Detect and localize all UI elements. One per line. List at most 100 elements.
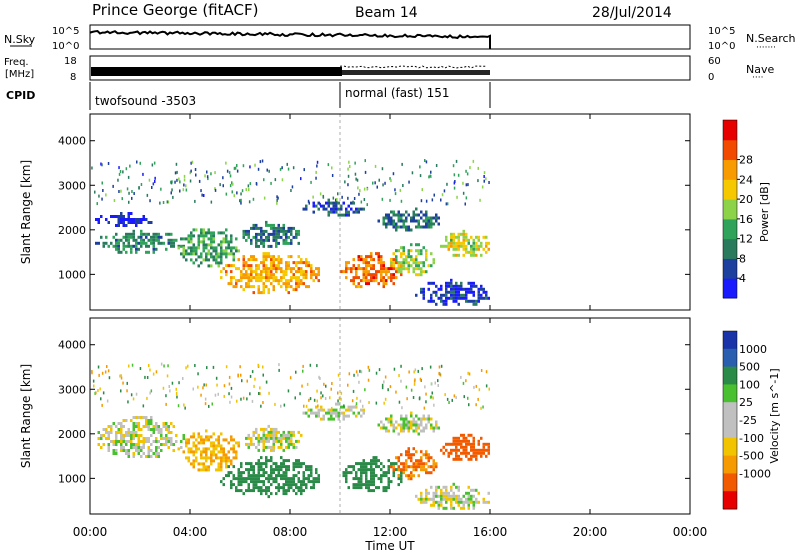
power-echo-cell xyxy=(285,279,288,283)
power-echo-cell xyxy=(125,250,128,254)
power-echo-cell xyxy=(280,267,283,271)
power-echo-cell xyxy=(382,219,385,223)
velocity-echo-cell xyxy=(132,431,135,434)
power-echo-cell xyxy=(235,285,238,289)
power-echo-cell xyxy=(247,285,250,289)
power-echo-cell xyxy=(250,276,253,280)
power-echo-cell xyxy=(421,188,423,192)
velocity-echo-cell xyxy=(93,384,95,388)
power-echo-cell xyxy=(402,252,405,256)
power-echo-cell xyxy=(367,270,370,274)
power-echo-cell xyxy=(122,170,124,174)
velocity-echo-cell xyxy=(262,468,265,472)
power-echo-cell xyxy=(417,243,420,247)
velocity-echo-cell xyxy=(252,480,255,484)
power-echo-cell xyxy=(305,258,308,262)
velocity-echo-cell xyxy=(120,389,122,393)
power-echo-cell xyxy=(222,176,224,180)
velocity-echo-cell xyxy=(287,430,290,434)
velocity-echo-cell xyxy=(327,411,330,415)
velocity-echo-cell xyxy=(147,452,150,455)
power-echo-cell xyxy=(417,219,420,223)
power-echo-cell xyxy=(417,252,420,256)
velocity-echo-cell xyxy=(215,447,218,451)
velocity-echo-cell xyxy=(485,442,488,446)
velocity-echo-cell xyxy=(432,465,435,469)
velocity-echo-cell xyxy=(205,468,208,472)
velocity-echo-cell xyxy=(260,462,263,466)
power-echo-cell xyxy=(312,273,315,277)
power-echo-cell xyxy=(457,302,460,306)
velocity-colorbar-segment xyxy=(723,384,737,403)
power-echo-cell xyxy=(270,255,273,259)
power-echo-cell xyxy=(255,232,258,236)
power-echo-cell xyxy=(125,167,128,171)
velocity-echo-cell xyxy=(360,480,363,484)
velocity-echo-cell xyxy=(122,446,125,449)
velocity-echo-cell xyxy=(172,443,175,446)
velocity-echo-cell xyxy=(407,465,410,469)
velocity-echo-cell xyxy=(405,453,408,457)
velocity-echo-cell xyxy=(257,363,259,367)
velocity-echo-cell xyxy=(290,433,293,437)
power-echo-cell xyxy=(380,276,383,280)
velocity-echo-cell xyxy=(247,489,250,493)
power-echo-cell xyxy=(195,173,197,177)
velocity-echo-cell xyxy=(283,403,286,407)
power-echo-cell xyxy=(212,237,215,241)
power-echo-cell xyxy=(287,241,290,245)
velocity-echo-cell xyxy=(237,483,240,487)
power-echo-cell xyxy=(117,218,120,221)
power-echo-cell xyxy=(262,238,265,242)
velocity-echo-cell xyxy=(472,439,475,443)
power-echo-cell xyxy=(352,264,355,268)
velocity-echo-cell xyxy=(460,506,463,510)
velocity-echo-cell xyxy=(227,441,230,445)
power-echo-cell xyxy=(212,255,215,259)
power-echo-cell xyxy=(302,273,305,277)
velocity-colorbar-segment xyxy=(723,402,737,421)
velocity-echo-cell xyxy=(202,462,205,466)
velocity-echo-cell xyxy=(397,423,400,427)
velocity-echo-cell xyxy=(194,364,196,367)
power-echo-cell xyxy=(195,246,198,250)
velocity-echo-cell xyxy=(310,408,313,412)
power-echo-cell xyxy=(312,195,314,199)
velocity-echo-cell xyxy=(260,456,263,460)
velocity-echo-cell xyxy=(452,442,455,446)
power-echo-cell xyxy=(227,252,230,256)
velocity-echo-cell xyxy=(413,382,416,386)
velocity-echo-cell xyxy=(210,444,213,448)
velocity-echo-cell xyxy=(317,414,320,418)
power-echo-cell xyxy=(237,267,240,271)
velocity-echo-cell xyxy=(223,394,225,398)
velocity-echo-cell xyxy=(122,381,124,385)
velocity-echo-cell xyxy=(365,480,368,484)
velocity-echo-cell xyxy=(252,468,255,472)
power-echo-cell xyxy=(242,232,245,236)
power-echo-cell xyxy=(140,229,143,233)
velocity-echo-cell xyxy=(200,450,203,454)
power-echo-cell xyxy=(372,276,375,280)
velocity-echo-cell xyxy=(477,397,479,401)
power-echo-cell xyxy=(382,270,385,274)
velocity-echo-cell xyxy=(192,453,195,457)
power-echo-cell xyxy=(197,243,200,247)
power-colorbar-tick-label: 8 xyxy=(739,252,746,265)
velocity-echo-cell xyxy=(278,363,280,367)
power-echo-cell xyxy=(240,273,243,277)
velocity-echo-cell xyxy=(422,468,425,472)
velocity-echo-cell xyxy=(257,439,260,443)
power-echo-cell xyxy=(469,166,471,170)
power-echo-cell xyxy=(276,198,278,202)
power-echo-cell xyxy=(280,235,283,239)
velocity-echo-cell xyxy=(442,506,445,510)
velocity-echo-cell xyxy=(417,497,420,501)
power-echo-cell xyxy=(425,216,428,220)
power-echo-cell xyxy=(290,255,293,259)
velocity-echo-cell xyxy=(380,474,383,478)
power-echo-cell xyxy=(477,244,480,248)
velocity-echo-cell xyxy=(355,404,357,408)
power-echo-cell xyxy=(222,252,225,256)
power-echo-cell xyxy=(152,232,155,236)
